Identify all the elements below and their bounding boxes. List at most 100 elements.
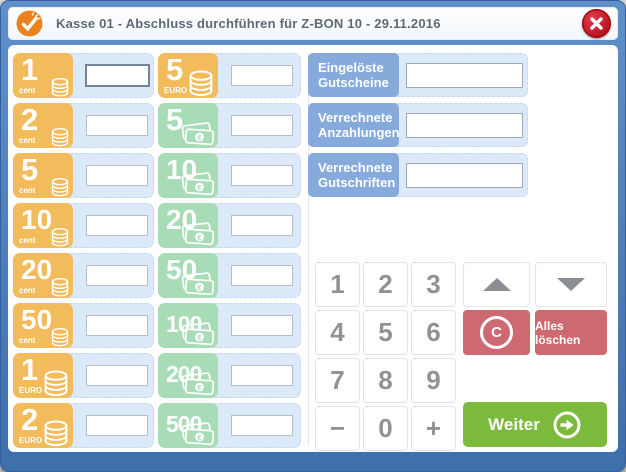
numpad-key-9[interactable]: 9 [411, 358, 456, 403]
denomination-row-2-euro: 2 EURO [13, 402, 154, 448]
svg-text:€: € [197, 333, 202, 342]
coin-stack-icon [51, 327, 69, 347]
denomination-row-10-cent: 10 cent [13, 203, 154, 248]
count-input-50-euro[interactable] [231, 265, 293, 286]
numpad-key-−[interactable]: − [315, 406, 360, 451]
denomination-value: 1 [21, 352, 39, 387]
count-input-500-euro[interactable] [231, 415, 293, 436]
voucher-row-0: Eingelöste Gutscheine [308, 53, 528, 97]
count-input-10-cent[interactable] [86, 215, 148, 236]
denomination-value: 2 [21, 402, 39, 437]
count-input-5-cent[interactable] [86, 165, 148, 186]
denomination-tile: 10 cent [13, 203, 73, 248]
voucher-row-2: Verrechnete Gutschriften [308, 153, 528, 197]
numpad-key-5[interactable]: 5 [363, 310, 408, 355]
denomination-row-1-cent: 1 cent [13, 52, 154, 98]
count-input-1-cent[interactable] [85, 64, 150, 87]
count-input-5-euro[interactable] [231, 115, 293, 136]
coin-stack-icon [51, 77, 69, 97]
denomination-tile: 5 cent [13, 152, 73, 198]
denomination-tile: 100 € [158, 303, 218, 348]
coin-stack-icon [44, 370, 68, 396]
denomination-row-5-euro: 5 € [158, 102, 301, 148]
svg-text:€: € [197, 133, 202, 142]
voucher-input-1[interactable] [406, 113, 523, 138]
denomination-row-10-euro: 10 € [158, 153, 301, 198]
denomination-tile: 10 € [158, 153, 218, 198]
denomination-unit: cent [19, 136, 36, 145]
count-input-10-euro[interactable] [231, 165, 293, 186]
denomination-tile: 20 cent [13, 253, 73, 298]
voucher-input-0[interactable] [406, 63, 523, 88]
numpad-key-4[interactable]: 4 [315, 310, 360, 355]
denomination-tile: 20 € [158, 203, 218, 248]
coin-stack-icon [44, 420, 68, 446]
banknote-icon: € [181, 172, 215, 196]
denomination-row-200-euro: 200 € [158, 353, 301, 398]
numpad-key-2[interactable]: 2 [363, 262, 408, 307]
denomination-unit: cent [19, 236, 36, 245]
count-input-2-euro[interactable] [86, 415, 148, 436]
count-input-200-euro[interactable] [231, 365, 293, 386]
denomination-unit: EURO [19, 386, 43, 395]
voucher-input-2[interactable] [406, 163, 523, 188]
numpad-key-+[interactable]: + [411, 406, 456, 451]
count-input-20-cent[interactable] [86, 265, 148, 286]
count-input-20-euro[interactable] [231, 215, 293, 236]
banknote-icon: € [181, 222, 215, 246]
denomination-value: 2 [21, 102, 39, 137]
denomination-row-5-euro: 5 EURO [158, 52, 301, 98]
numpad-key-6[interactable]: 6 [411, 310, 456, 355]
clear-label: C [491, 324, 502, 341]
denomination-row-50-euro: 50 € [158, 253, 301, 298]
next-label: Weiter [488, 414, 540, 434]
denomination-unit: cent [19, 86, 36, 95]
coin-stack-icon [51, 177, 69, 197]
denomination-row-1-euro: 1 EURO [13, 352, 154, 398]
numpad-key-8[interactable]: 8 [363, 358, 408, 403]
arrow-down-icon [557, 278, 585, 291]
scroll-down-button[interactable] [535, 262, 607, 307]
window-title: Kasse 01 - Abschluss durchführen für Z-B… [56, 16, 441, 31]
clear-all-button[interactable]: Alles löschen [535, 310, 607, 355]
denomination-unit: EURO [164, 86, 188, 95]
voucher-row-1: Verrechnete Anzahlungen [308, 103, 528, 147]
denomination-tile: 1 EURO [13, 352, 73, 398]
voucher-label: Eingelöste Gutscheine [308, 53, 399, 97]
denomination-row-20-euro: 20 € [158, 203, 301, 248]
clear-button[interactable]: C [463, 310, 530, 355]
coin-stack-icon [189, 70, 213, 96]
clear-all-label: Alles löschen [535, 318, 581, 347]
denomination-row-20-cent: 20 cent [13, 253, 154, 298]
main-panel: 1 cent 2 cent 5 cent 10 cent [8, 45, 618, 452]
scroll-up-button[interactable] [463, 262, 530, 307]
count-input-5-euro[interactable] [231, 65, 293, 86]
denomination-unit: cent [19, 186, 36, 195]
coin-stack-icon [51, 277, 69, 297]
numpad-key-3[interactable]: 3 [411, 262, 456, 307]
denomination-value: 10 [21, 204, 53, 235]
svg-text:€: € [197, 383, 202, 392]
next-button[interactable]: Weiter [463, 402, 607, 447]
numpad-key-7[interactable]: 7 [315, 358, 360, 403]
denomination-tile: 50 € [158, 253, 218, 298]
count-input-100-euro[interactable] [231, 315, 293, 336]
count-input-50-cent[interactable] [86, 315, 148, 336]
denomination-value: 5 [166, 102, 184, 137]
denomination-tile: 50 cent [13, 303, 73, 348]
denomination-tile: 200 € [158, 353, 218, 398]
vertical-divider [308, 53, 309, 445]
denomination-tile: 5 EURO [158, 52, 218, 98]
count-input-2-cent[interactable] [86, 115, 148, 136]
close-button[interactable] [582, 9, 611, 38]
banknote-icon: € [181, 322, 215, 346]
voucher-label: Verrechnete Anzahlungen [308, 103, 400, 147]
coin-stack-icon [51, 127, 69, 147]
denomination-value: 20 [21, 254, 53, 285]
count-input-1-euro[interactable] [86, 365, 148, 386]
numpad-key-0[interactable]: 0 [363, 406, 408, 451]
denomination-row-500-euro: 500 € [158, 403, 301, 448]
numpad-key-1[interactable]: 1 [315, 262, 360, 307]
denomination-unit: cent [19, 336, 36, 345]
